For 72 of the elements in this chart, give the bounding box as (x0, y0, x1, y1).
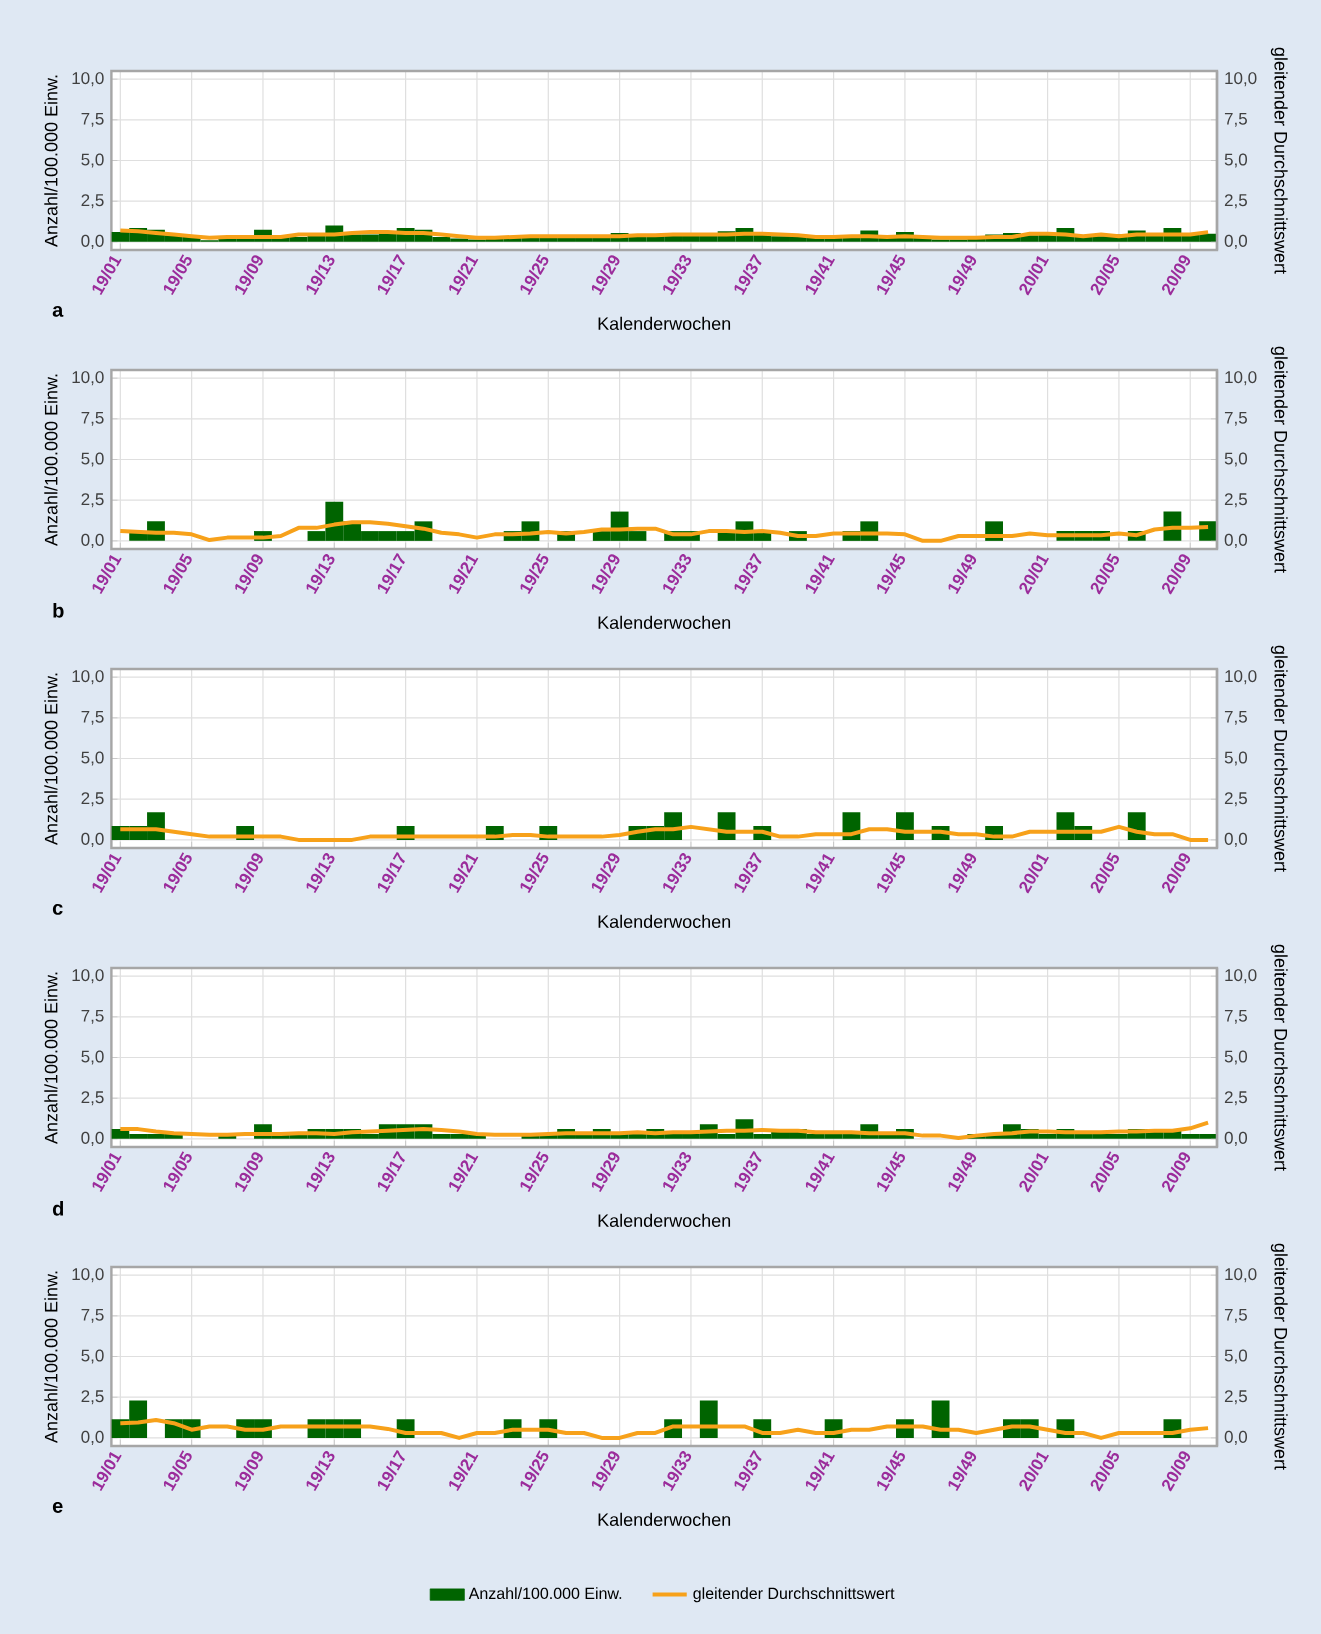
y-tick-label: 7,5 (81, 1009, 104, 1024)
y-tick-label: 10,0 (72, 72, 104, 87)
legend-label: gleitender Durchschnittswert (693, 1587, 895, 1603)
y2-tick-label: 10,0 (1225, 1268, 1257, 1283)
y2-tick-label: 2,5 (1224, 493, 1247, 508)
y-axis-title: Anzahl/100.000 Einw. (44, 972, 58, 1145)
y2-tick-label: 5,0 (1224, 751, 1248, 766)
text: a (52, 305, 64, 317)
y2-tick-label: 7,5 (1224, 1009, 1247, 1024)
y-tick-label: 10,0 (72, 371, 104, 386)
y-tick-label: 2,5 (81, 1091, 104, 1106)
y2-tick-label: 0,0 (1224, 1430, 1248, 1445)
y2-tick-label: 7,5 (1224, 1308, 1247, 1323)
y-tick-label: 0,0 (81, 234, 104, 249)
y-tick-label: 5,0 (81, 1050, 104, 1065)
text: b (53, 603, 64, 618)
x-axis-title: Kalenderwochen (598, 914, 731, 929)
y-tick-label: 0,0 (81, 1131, 104, 1146)
y2-tick-label: 0,0 (1224, 832, 1248, 847)
text: d (52, 1201, 64, 1216)
y2-tick-label: 7,5 (1224, 411, 1247, 426)
y2-tick-label: 5,0 (1224, 153, 1248, 168)
y-tick-label: 5,0 (81, 452, 104, 467)
y2-tick-label: 2,5 (1224, 194, 1247, 209)
y-tick-label: 0,0 (81, 1430, 104, 1445)
y-tick-label: 0,0 (81, 832, 104, 847)
y2-tick-label: 0,0 (1224, 533, 1248, 548)
y2-axis-title: gleitender Durchschnittswert (1270, 645, 1288, 872)
legend-label: Anzahl/100.000 Einw. (468, 1587, 622, 1600)
text: e (52, 1501, 63, 1513)
y-tick-label: 2,5 (81, 1390, 104, 1405)
text: c (52, 903, 63, 915)
y2-axis-title: gleitender Durchschnittswert (1270, 47, 1288, 274)
x-axis-title: Kalenderwochen (598, 1213, 731, 1228)
y2-tick-label: 10,0 (1225, 969, 1257, 984)
y2-axis-title: gleitender Durchschnittswert (1270, 944, 1288, 1171)
y2-tick-label: 2,5 (1224, 792, 1247, 807)
y2-tick-label: 7,5 (1224, 112, 1247, 127)
y2-axis-title: gleitender Durchschnittswert (1270, 346, 1288, 573)
x-axis-title: Kalenderwochen (598, 1512, 731, 1527)
y-tick-label: 7,5 (81, 112, 104, 127)
y-tick-label: 10,0 (72, 670, 104, 685)
y2-tick-label: 5,0 (1224, 1050, 1248, 1065)
y-tick-label: 2,5 (81, 792, 104, 807)
y-tick-label: 2,5 (81, 493, 104, 508)
y-axis-title: Anzahl/100.000 Einw. (44, 75, 58, 248)
y-tick-label: 7,5 (81, 1308, 104, 1323)
y-tick-label: 10,0 (72, 969, 104, 984)
y2-tick-label: 2,5 (1224, 1390, 1247, 1405)
y-axis-title: Anzahl/100.000 Einw. (44, 1271, 58, 1444)
y-tick-label: 2,5 (81, 194, 104, 209)
y2-tick-label: 10,0 (1225, 371, 1257, 386)
y-tick-label: 0,0 (81, 533, 104, 548)
y2-tick-label: 5,0 (1224, 452, 1248, 467)
y-tick-label: 7,5 (81, 411, 104, 426)
y-tick-label: 5,0 (81, 751, 104, 766)
y-tick-label: 7,5 (81, 710, 104, 725)
y2-tick-label: 7,5 (1224, 710, 1247, 725)
y2-tick-label: 0,0 (1224, 234, 1248, 249)
y-axis-title: Anzahl/100.000 Einw. (44, 673, 58, 846)
x-axis-title: Kalenderwochen (598, 615, 731, 630)
y2-axis-title: gleitender Durchschnittswert (1270, 1243, 1288, 1470)
y2-tick-label: 10,0 (1225, 670, 1257, 685)
y-axis-title: Anzahl/100.000 Einw. (44, 374, 58, 547)
y2-tick-label: 0,0 (1224, 1131, 1248, 1146)
y2-tick-label: 10,0 (1225, 72, 1257, 87)
y-tick-label: 5,0 (81, 153, 104, 168)
y2-tick-label: 2,5 (1224, 1091, 1247, 1106)
y2-tick-label: 5,0 (1224, 1349, 1248, 1364)
y-tick-label: 5,0 (81, 1349, 104, 1364)
x-axis-title: Kalenderwochen (598, 316, 731, 331)
y-tick-label: 10,0 (72, 1268, 104, 1283)
